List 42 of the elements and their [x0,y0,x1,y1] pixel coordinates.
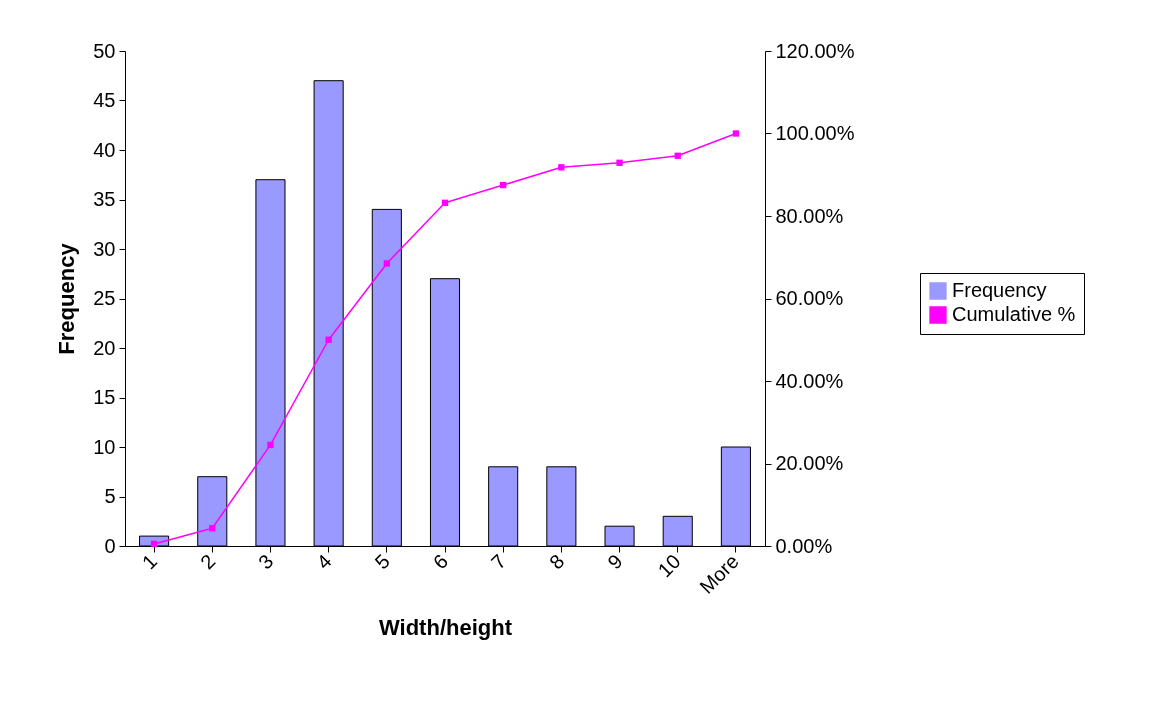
x-tick-label: 4 [312,550,336,574]
point [500,181,507,189]
y-tick-label: 15 [93,386,116,408]
y-tick-label: 30 [93,237,116,260]
y-tick-label: 25 [93,287,116,309]
x-tick-label: 9 [603,550,627,574]
point [383,260,390,267]
x-axis-title: Width/height [379,614,513,640]
x-tick-label: 3 [254,550,278,574]
point [558,164,565,171]
point [674,152,681,159]
y2-tick-label: 120.00% [775,39,855,62]
point [616,159,623,166]
point [441,199,449,206]
y-tick-label: 35 [93,188,116,210]
y2-tick-label: 0.00% [775,534,833,557]
y2-tick-label: 80.00% [775,204,844,227]
x-tick-label: 1 [137,550,162,574]
y-tick-label: 50 [93,39,116,62]
y-axis-title: Frequency [54,242,80,355]
y-tick-label: 0 [104,534,116,557]
x-tick-label: 2 [195,550,220,574]
point [325,336,332,343]
y-tick-label: 20 [93,336,116,359]
x-tick-label: 10 [653,550,685,582]
legend-label: Frequency [952,279,1047,301]
y-tick-label: 40 [93,138,116,161]
x-tick-label: 8 [545,550,569,574]
point [209,525,216,532]
y2-tick-label: 40.00% [775,369,844,392]
y-tick-label: 45 [93,89,116,111]
x-tick-label: 5 [370,550,394,574]
y2-tick-label: 20.00% [775,452,844,474]
x-tick-label: 6 [428,550,453,574]
y2-tick-label: 60.00% [775,287,844,309]
point [732,130,740,137]
y-tick-label: 5 [104,485,116,507]
y-tick-label: 10 [93,435,116,458]
x-tick-label: 7 [486,550,511,574]
point [267,441,274,449]
legend-label: Cumulative % [952,303,1076,325]
y2-tick-label: 100.00% [775,122,855,144]
